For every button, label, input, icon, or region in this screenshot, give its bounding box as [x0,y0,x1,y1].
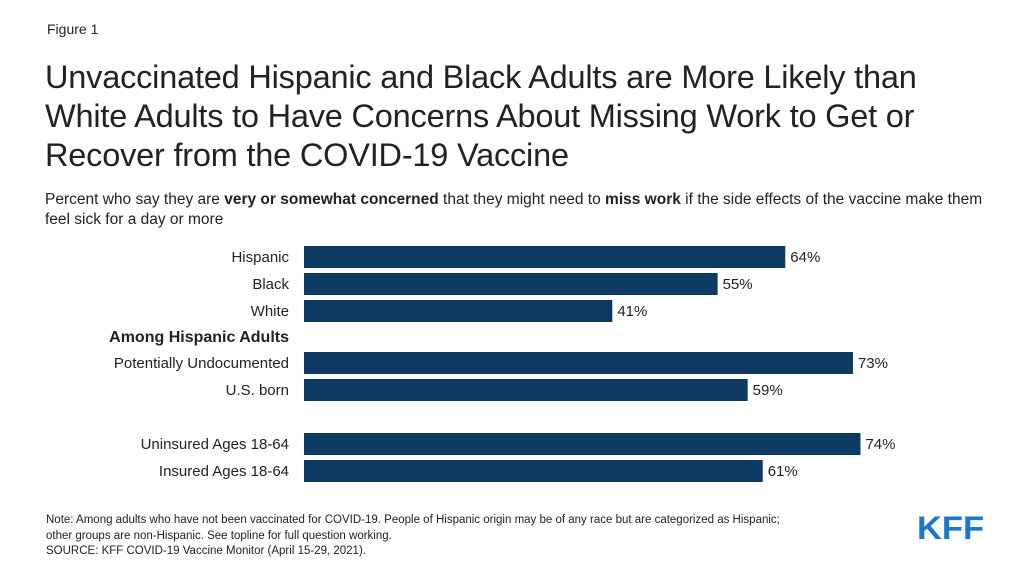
category-label: Hispanic [231,249,289,266]
figure-label: Figure 1 [47,21,99,37]
category-label: U.S. born [226,382,289,399]
subtitle-text-3: if the side effects of the vaccine make … [45,191,983,228]
category-label: Black [252,276,289,293]
data-label: 61% [768,463,798,480]
subtitle-text-2: that they might need to [438,191,606,208]
chart-subtitle: Percent who say they are very or somewha… [45,190,995,230]
data-label: 74% [865,436,895,453]
bar [304,273,718,295]
kff-logo: KFF [917,513,984,541]
category-label: White [251,303,289,320]
note-line-1: Note: Among adults who have not been vac… [46,514,780,526]
data-label: 73% [858,355,888,372]
chart-title: Unvaccinated Hispanic and Black Adults a… [45,59,917,173]
group-heading: Among Hispanic Adults [109,329,289,346]
kff-logo-text: KFF [917,513,984,541]
data-label: 41% [617,303,647,320]
data-label: 59% [753,382,783,399]
subtitle-bold-1: very or somewhat concerned [224,191,439,208]
chart-note: Note: Among adults who have not been vac… [46,513,866,560]
subtitle-bold-2: miss work [605,191,681,208]
bar [304,379,748,401]
bar [304,246,786,268]
bar [304,460,763,482]
bar [304,352,853,374]
category-label: Insured Ages 18-64 [159,463,289,480]
category-label: Potentially Undocumented [114,355,289,372]
note-line-2: other groups are non-Hispanic. See topli… [46,529,392,542]
data-label: 55% [723,276,753,293]
category-label: Uninsured Ages 18-64 [141,436,289,453]
subtitle-text-1: Percent who say they are [45,191,225,208]
data-label: 64% [790,249,820,266]
bar [304,300,613,322]
source-line: SOURCE: KFF COVID-19 Vaccine Monitor (Ap… [46,545,366,557]
bar [304,433,861,455]
